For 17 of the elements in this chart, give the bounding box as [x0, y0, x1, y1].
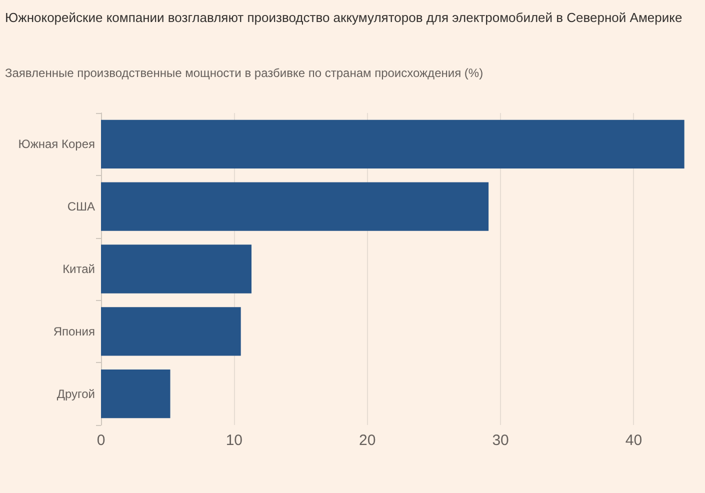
chart-title: Южнокорейские компании возглавляют производство аккумуляторов для электромобилей в Северной Америке — [5, 10, 682, 25]
y-tick-label: США — [67, 200, 95, 214]
y-tick-label: Другой — [56, 386, 95, 401]
bar — [101, 244, 252, 294]
bar — [101, 120, 684, 169]
bar — [101, 369, 170, 418]
y-tick-label: Южная Корея — [18, 137, 95, 152]
x-tick-label: 20 — [359, 432, 376, 449]
y-tick-label: Япония — [53, 324, 95, 338]
x-tick-label: 30 — [492, 432, 509, 449]
x-tick-label: 0 — [96, 432, 106, 449]
x-tick-label: 10 — [226, 432, 243, 449]
bar — [101, 182, 489, 231]
bar — [101, 307, 241, 356]
chart-subtitle: Заявленные производственные мощности в разбивке по странам происхождения (%) — [5, 66, 484, 80]
x-tick-label: 40 — [625, 432, 642, 449]
y-tick-label: Китай — [62, 262, 95, 276]
